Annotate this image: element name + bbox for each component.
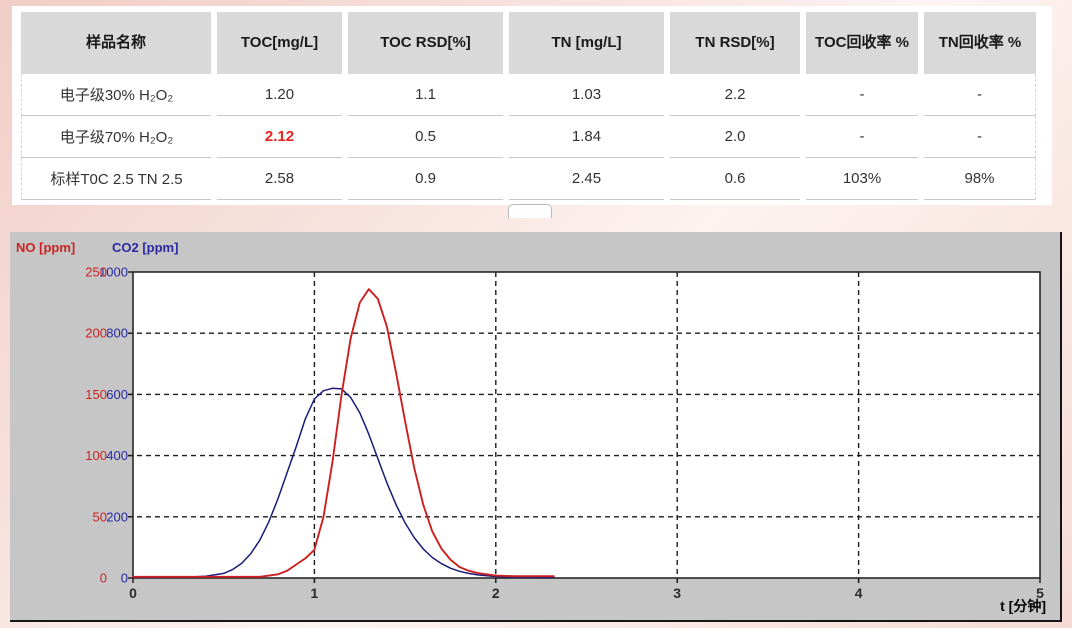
svg-text:3: 3 <box>673 585 681 601</box>
table-row: 标样T0C 2.5 TN 2.5 2.58 0.9 2.45 0.6 103% … <box>21 158 1036 200</box>
series-co2-curve <box>132 387 555 579</box>
table-cell: - <box>806 116 918 158</box>
table-cell: 2.2 <box>670 74 800 116</box>
table-cell: 103% <box>806 158 918 200</box>
table-cell: - <box>924 116 1036 158</box>
table-cell: 电子级30% H₂O₂ <box>21 74 211 116</box>
svg-text:2: 2 <box>492 585 500 601</box>
svg-text:1: 1 <box>311 585 319 601</box>
svg-text:5: 5 <box>1036 585 1044 601</box>
table-cell-highlighted: 2.12 <box>217 116 342 158</box>
column-header-sample-name: 样品名称 <box>21 12 211 74</box>
column-header-toc-rsd: TOC RSD[%] <box>348 12 503 74</box>
table-cell: 1.03 <box>509 74 664 116</box>
svg-text:400: 400 <box>106 448 128 463</box>
column-header-toc: TOC[mg/L] <box>217 12 342 74</box>
chromatogram-chart-panel: NO [ppm] CO2 [ppm] t [分钟] 0 0 200 50 400 100 6… <box>10 232 1062 622</box>
svg-text:150: 150 <box>85 387 107 402</box>
results-table-card: 样品名称 TOC[mg/L] TOC RSD[%] TN [mg/L] TN R… <box>12 6 1052 205</box>
table-cell: 0.9 <box>348 158 503 200</box>
svg-text:250: 250 <box>85 265 107 280</box>
svg-text:0: 0 <box>100 571 107 586</box>
svg-text:100: 100 <box>85 448 107 463</box>
svg-text:4: 4 <box>855 585 863 601</box>
table-cell: - <box>924 74 1036 116</box>
table-cell: 电子级70% H₂O₂ <box>21 116 211 158</box>
column-header-tn-recovery: TN回收率 % <box>924 12 1036 74</box>
column-header-toc-recovery: TOC回收率 % <box>806 12 918 74</box>
table-cell: 2.45 <box>509 158 664 200</box>
column-header-tn: TN [mg/L] <box>509 12 664 74</box>
column-header-tn-rsd: TN RSD[%] <box>670 12 800 74</box>
table-cell: 标样T0C 2.5 TN 2.5 <box>21 158 211 200</box>
y-axis-label-no: NO [ppm] <box>16 240 76 255</box>
table-cell: 1.84 <box>509 116 664 158</box>
table-cell: 0.5 <box>348 116 503 158</box>
svg-text:200: 200 <box>85 326 107 341</box>
svg-text:1000: 1000 <box>99 265 128 280</box>
svg-text:600: 600 <box>106 387 128 402</box>
y-axis-label-co2: CO2 [ppm] <box>112 240 179 255</box>
svg-text:0: 0 <box>121 571 128 586</box>
table-cell: 2.58 <box>217 158 342 200</box>
table-cell: 0.6 <box>670 158 800 200</box>
table-cell: 1.1 <box>348 74 503 116</box>
svg-text:800: 800 <box>106 326 128 341</box>
collapse-handle[interactable] <box>508 204 552 218</box>
table-row: 电子级70% H₂O₂ 2.12 0.5 1.84 2.0 - - <box>21 116 1036 158</box>
svg-text:200: 200 <box>106 509 128 524</box>
table-cell: 2.0 <box>670 116 800 158</box>
table-row: 电子级30% H₂O₂ 1.20 1.1 1.03 2.2 - - <box>21 74 1036 116</box>
table-header-row: 样品名称 TOC[mg/L] TOC RSD[%] TN [mg/L] TN R… <box>21 12 1036 74</box>
table-cell: 1.20 <box>217 74 342 116</box>
results-table: 样品名称 TOC[mg/L] TOC RSD[%] TN [mg/L] TN R… <box>15 12 1042 200</box>
series-no-curve <box>132 288 555 578</box>
svg-text:0: 0 <box>129 585 137 601</box>
table-cell: - <box>806 74 918 116</box>
svg-text:50: 50 <box>93 509 107 524</box>
x-axis-label: t [分钟] <box>1000 598 1046 614</box>
table-cell: 98% <box>924 158 1036 200</box>
